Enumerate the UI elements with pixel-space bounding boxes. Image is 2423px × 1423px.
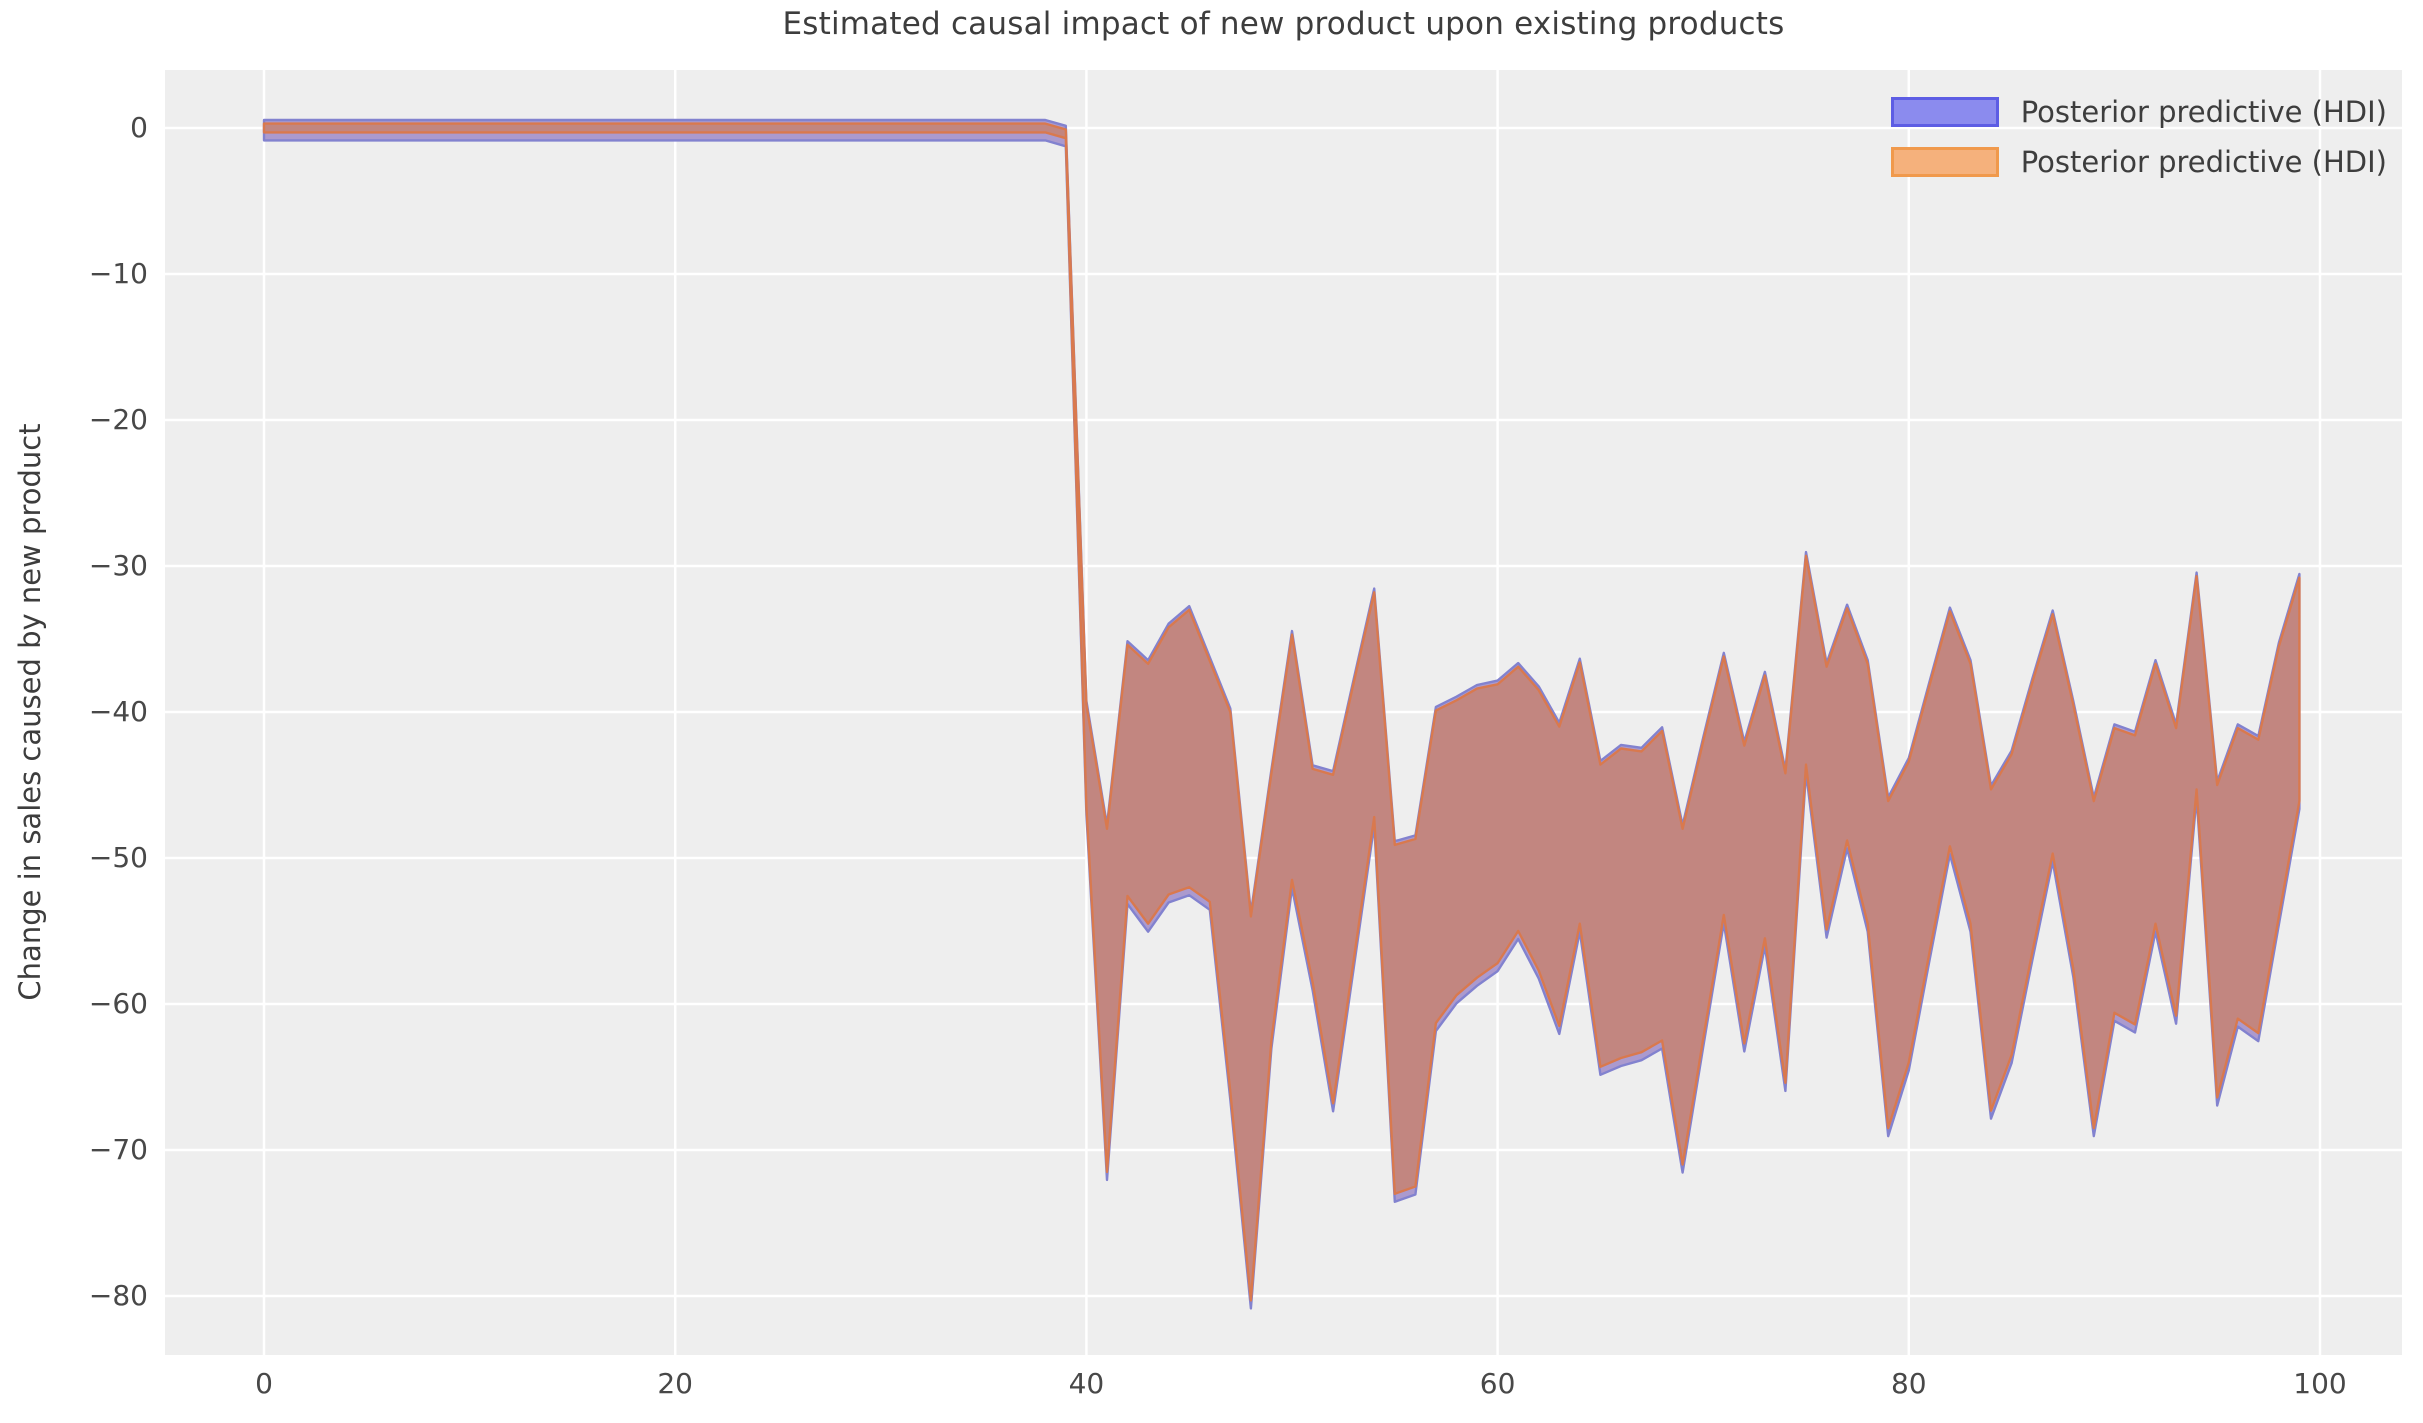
y-tick-label: 0 xyxy=(130,111,148,144)
y-tick-label: −10 xyxy=(88,257,148,290)
x-tick-label: 40 xyxy=(1068,1367,1105,1400)
vertical-gridlines xyxy=(262,70,2322,1355)
y-tick-label: −30 xyxy=(88,549,148,582)
x-tick-label: 20 xyxy=(657,1367,693,1400)
y-tick-label: −80 xyxy=(88,1279,148,1312)
x-tick-label: 100 xyxy=(2293,1367,2347,1400)
y-tick-label: −50 xyxy=(88,841,148,874)
legend-row: Posterior predictive (HDI) xyxy=(1890,145,2387,179)
y-tick-label: −70 xyxy=(88,1133,148,1166)
legend-row: Posterior predictive (HDI) xyxy=(1890,95,2387,129)
hdi-band-orange xyxy=(262,122,2301,1302)
legend-swatch-orange xyxy=(1890,147,1999,177)
legend-label: Posterior predictive (HDI) xyxy=(2020,145,2387,179)
y-tick-label: −60 xyxy=(88,987,148,1020)
y-tick-label: −40 xyxy=(88,695,148,728)
legend-swatch-blue xyxy=(1890,97,1999,127)
y-tick-label: −20 xyxy=(88,403,148,436)
x-tick-label: 80 xyxy=(1890,1367,1927,1400)
x-tick-label: 60 xyxy=(1479,1367,1516,1400)
legend: Posterior predictive (HDI) Posterior pre… xyxy=(1890,95,2387,179)
plot-canvas xyxy=(165,70,2402,1355)
chart-title: Estimated causal impact of new product u… xyxy=(782,6,1785,42)
x-tick-label: 0 xyxy=(255,1367,273,1400)
legend-label: Posterior predictive (HDI) xyxy=(2020,95,2387,129)
